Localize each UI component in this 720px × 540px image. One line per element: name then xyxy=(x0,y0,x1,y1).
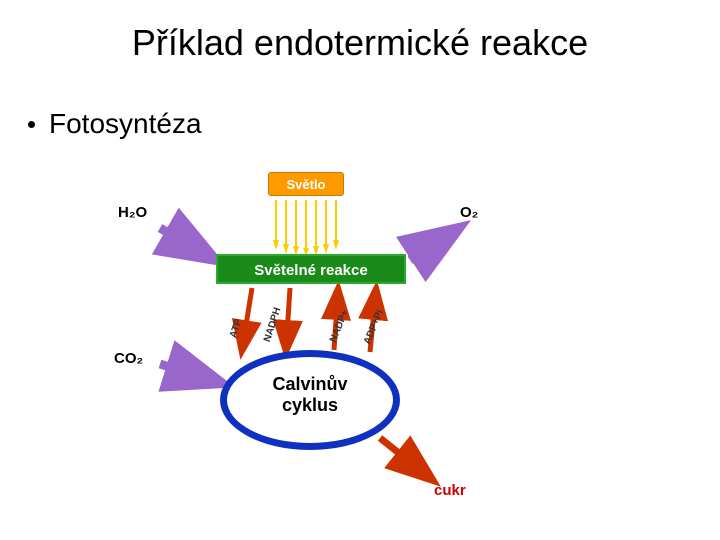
slide-title: Příklad endotermické reakce xyxy=(0,22,720,64)
label-adp-pi: ADP+Pi xyxy=(362,308,386,346)
light-reactions-box: Světelné reakce xyxy=(216,254,406,284)
calvin-cycle-label: Calvinův cyklus xyxy=(220,374,400,415)
calvin-line1: Calvinův xyxy=(272,374,347,394)
label-atp: ATP xyxy=(228,318,244,340)
label-co2: CO₂ xyxy=(114,350,143,367)
label-nadp-plus: NADP+ xyxy=(328,308,351,344)
calvin-line2: cyklus xyxy=(282,395,338,415)
svetlo-box: Světlo xyxy=(268,172,344,196)
label-o2: O₂ xyxy=(460,204,478,221)
bullet-item: Fotosyntéza xyxy=(28,108,202,140)
bullet-text: Fotosyntéza xyxy=(49,108,202,140)
label-cukr: cukr xyxy=(434,482,466,499)
label-nadph: NADPH xyxy=(262,306,283,343)
bullet-dot-icon xyxy=(28,121,35,128)
diagram-arrows xyxy=(100,160,500,520)
photosynthesis-diagram: Světlo Světelné reakce Calvinův cyklus H… xyxy=(100,160,500,520)
label-h2o: H₂O xyxy=(118,204,147,221)
